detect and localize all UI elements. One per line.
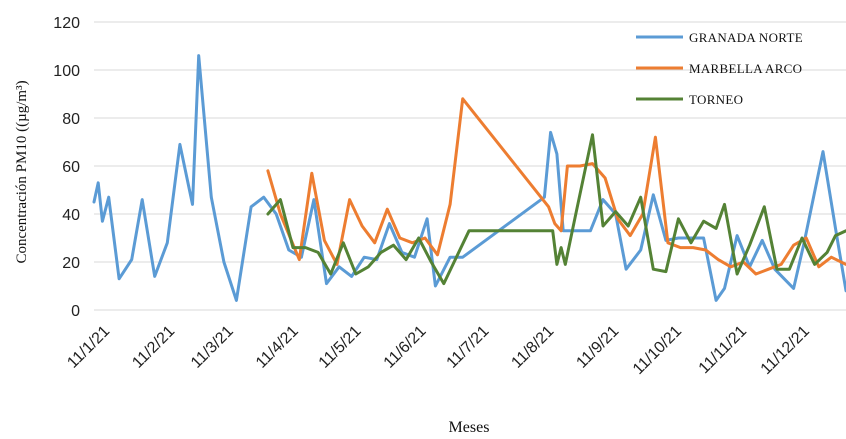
x-tick-label: 11/3/21 bbox=[188, 323, 237, 372]
y-tick-label: 60 bbox=[62, 159, 80, 176]
x-tick-label: 11/8/21 bbox=[508, 323, 557, 372]
x-tick-label: 11/4/21 bbox=[253, 323, 302, 372]
x-tick-label: 11/5/21 bbox=[316, 323, 365, 372]
y-tick-label: 120 bbox=[53, 15, 80, 32]
series-lines bbox=[92, 54, 846, 302]
x-tick-label: 11/12/21 bbox=[758, 323, 813, 378]
series-line-2 bbox=[266, 133, 846, 286]
x-tick-label: 11/10/21 bbox=[630, 323, 685, 378]
y-tick-label: 80 bbox=[62, 111, 80, 128]
x-tick-label: 11/9/21 bbox=[573, 323, 622, 372]
x-tick-label: 11/11/21 bbox=[696, 323, 750, 377]
y-tick-label: 100 bbox=[53, 63, 80, 80]
x-tick-label: 11/6/21 bbox=[381, 323, 430, 372]
y-axis-ticks: 0 20 40 60 80 100 120 bbox=[53, 15, 80, 320]
y-tick-label: 20 bbox=[62, 255, 80, 272]
x-tick-label: 11/2/21 bbox=[129, 323, 178, 372]
x-axis-title: Meses bbox=[449, 419, 490, 436]
x-axis-ticks: 11/1/21 11/2/21 11/3/21 11/4/21 11/5/21 11/6/… bbox=[64, 323, 813, 378]
legend-label: GRANADA NORTE bbox=[689, 30, 803, 45]
y-tick-label: 40 bbox=[62, 207, 80, 224]
x-tick-label: 11/1/21 bbox=[64, 323, 113, 372]
legend: GRANADA NORTE MARBELLA ARCO TORNEO bbox=[636, 30, 803, 107]
y-tick-label: 0 bbox=[71, 303, 80, 320]
y-axis-title: Concentración PM10 ((µg/m³) bbox=[14, 80, 30, 263]
series-line-0 bbox=[92, 54, 846, 302]
legend-label: MARBELLA ARCO bbox=[689, 61, 802, 76]
x-tick-label: 11/7/21 bbox=[444, 323, 493, 372]
gridlines bbox=[94, 21, 846, 311]
legend-label: TORNEO bbox=[689, 92, 743, 107]
